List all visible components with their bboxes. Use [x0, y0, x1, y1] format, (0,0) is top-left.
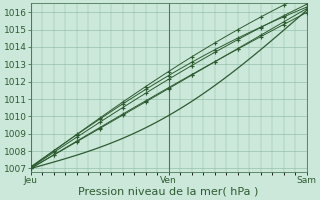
X-axis label: Pression niveau de la mer( hPa ): Pression niveau de la mer( hPa ): [78, 187, 259, 197]
